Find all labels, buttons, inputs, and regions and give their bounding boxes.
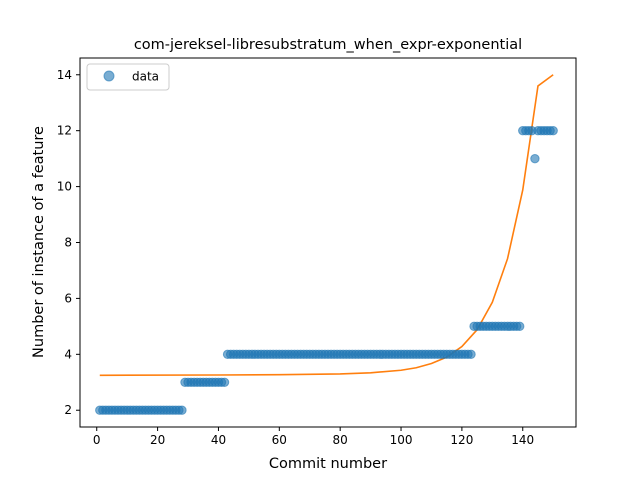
y-tick-label: 14 xyxy=(57,68,72,82)
legend-box xyxy=(86,63,170,91)
data-point xyxy=(177,405,187,415)
data-point xyxy=(466,349,476,360)
x-axis-label: Commit number xyxy=(269,456,387,472)
fit-line-layer xyxy=(99,74,554,377)
y-tick-label: 8 xyxy=(64,236,72,250)
chart-title: com-jereksel-libresubstratum_when_expr-e… xyxy=(134,37,522,53)
x-tick-label: 120 xyxy=(450,433,473,447)
data-point xyxy=(219,377,230,387)
plot-area xyxy=(79,57,577,428)
x-tick-label: 60 xyxy=(272,433,287,447)
data-points-layer xyxy=(95,125,558,415)
data-point xyxy=(515,321,525,332)
x-tick-label: 140 xyxy=(511,433,534,447)
x-tick-label: 100 xyxy=(390,433,413,447)
x-tick-label: 20 xyxy=(150,433,165,447)
y-tick-label: 6 xyxy=(64,291,72,305)
x-tick-label: 80 xyxy=(333,433,348,447)
y-tick-label: 2 xyxy=(64,403,72,417)
legend-marker-data xyxy=(103,70,115,82)
y-tick-label: 10 xyxy=(57,180,72,194)
legend: data xyxy=(86,63,170,91)
x-tick-label: 0 xyxy=(93,433,101,447)
legend-label-data: data xyxy=(132,70,159,84)
x-tick-label: 40 xyxy=(211,433,226,447)
x-axis: 0 20 40 60 80 100 120 140 xyxy=(93,427,534,447)
y-tick-label: 4 xyxy=(64,347,72,361)
fit-line xyxy=(99,74,554,377)
y-axis: 2 4 6 8 10 12 14 xyxy=(57,68,80,417)
y-tick-label: 12 xyxy=(57,124,72,138)
data-point xyxy=(548,125,558,136)
data-point xyxy=(530,153,540,164)
y-axis-label: Number of instance of a feature xyxy=(31,126,47,358)
